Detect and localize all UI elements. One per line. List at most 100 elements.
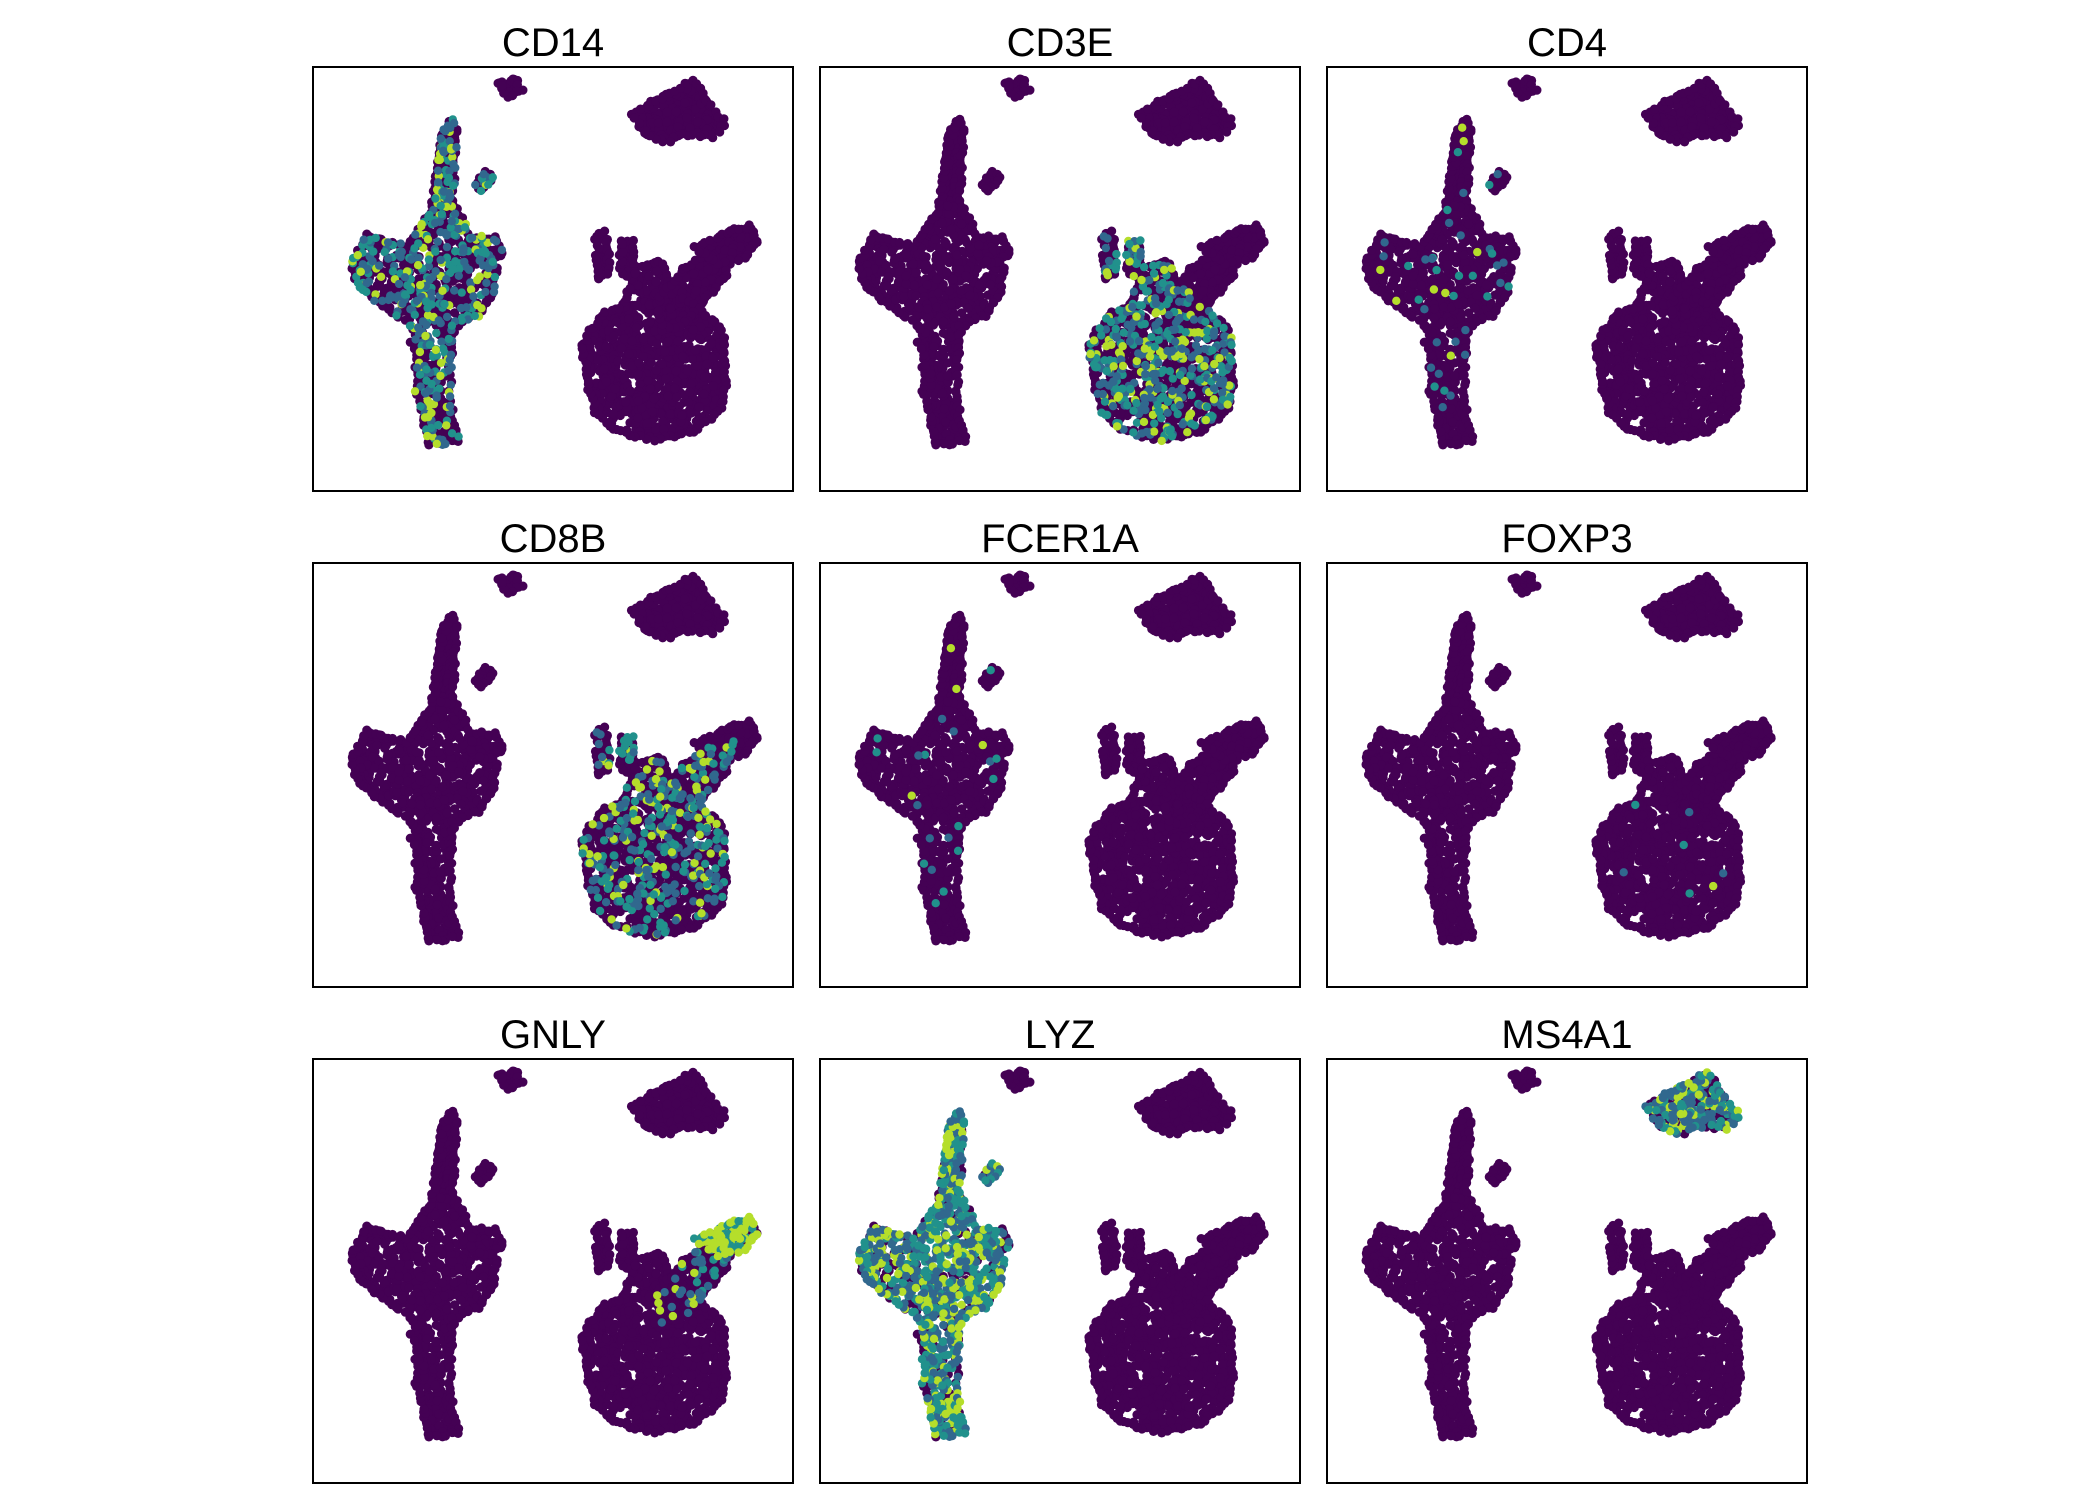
- expressing-cell-point: [422, 320, 431, 330]
- expressing-cell-point: [449, 181, 458, 190]
- cell-point: [935, 260, 946, 270]
- expressing-cell-point: [445, 355, 454, 364]
- cell-point: [693, 117, 703, 127]
- cell-point: [643, 376, 653, 386]
- expressing-cell-point: [440, 299, 449, 309]
- cell-point: [875, 256, 885, 266]
- cell-point: [699, 389, 709, 399]
- cell-point: [700, 311, 711, 321]
- expressing-cell-point: [411, 335, 420, 344]
- cell-point: [594, 341, 604, 351]
- cell-point: [629, 259, 639, 270]
- expressing-cell-point: [400, 290, 410, 299]
- cell-point: [628, 235, 638, 246]
- expressing-cell-point: [412, 296, 422, 305]
- expressing-cell-point: [436, 255, 445, 265]
- cell-point: [862, 260, 872, 270]
- expressing-cell-point: [442, 253, 452, 262]
- cell-point: [944, 209, 954, 219]
- expressing-cell-point: [392, 311, 401, 320]
- cell-point: [644, 300, 654, 310]
- panel-title: CD14: [312, 20, 794, 66]
- expressing-cell-point: [394, 250, 404, 259]
- cell-point: [705, 235, 715, 245]
- expressing-cell-point: [450, 286, 459, 295]
- expressing-cell-point: [383, 238, 393, 247]
- expressing-cell-point: [369, 247, 378, 256]
- expressing-cell-point: [416, 280, 425, 290]
- expressing-cell-point: [452, 143, 461, 152]
- cell-point: [633, 369, 643, 379]
- cell-point: [929, 342, 939, 352]
- expressing-cell-point: [464, 265, 474, 274]
- cell-point: [613, 356, 623, 366]
- expressing-cell-point: [359, 235, 368, 244]
- cell-point: [719, 114, 729, 124]
- expressing-cell-point: [449, 118, 459, 128]
- expressing-cell-point: [446, 380, 455, 390]
- cell-point: [630, 268, 640, 279]
- expressing-cell-point: [436, 371, 445, 381]
- cell-point: [600, 307, 610, 317]
- cell-point: [653, 118, 663, 128]
- cell-point: [965, 290, 975, 300]
- cell-point: [941, 417, 951, 427]
- cell-point: [744, 220, 754, 230]
- expressing-cell-point: [425, 210, 434, 220]
- cell-point: [450, 308, 460, 318]
- cell-point: [622, 293, 632, 303]
- cell-point: [600, 226, 610, 236]
- expressing-cell-point: [442, 312, 452, 322]
- cell-point: [708, 353, 718, 363]
- cell-point: [686, 408, 696, 418]
- cell-point: [686, 379, 696, 389]
- cell-point: [616, 426, 626, 436]
- cell-point: [617, 343, 627, 353]
- cell-point: [939, 404, 949, 414]
- cell-point: [946, 224, 956, 235]
- expressing-cell-point: [482, 278, 491, 288]
- cell-point: [893, 277, 903, 287]
- expressing-cell-point: [368, 257, 377, 266]
- cell-point: [901, 271, 911, 281]
- cell-point: [691, 286, 701, 296]
- cell-point: [614, 303, 624, 314]
- expressing-cell-point: [442, 275, 451, 284]
- expressing-cell-point: [410, 310, 419, 319]
- panel-title: CD3E: [819, 20, 1301, 66]
- cell-point: [642, 418, 652, 428]
- cell-point: [982, 272, 992, 282]
- cell-point: [657, 359, 667, 369]
- cell-point: [666, 346, 676, 356]
- cell-point: [672, 376, 682, 386]
- expressing-cell-point: [468, 233, 477, 242]
- expressing-cell-point: [484, 180, 493, 189]
- feature-panel-cd3e: CD3E: [819, 20, 1301, 492]
- cell-point: [692, 279, 702, 289]
- cell-point: [946, 331, 957, 342]
- expressing-cell-point: [456, 303, 466, 313]
- expressing-cell-point: [423, 303, 432, 313]
- expressing-cell-point: [394, 279, 404, 289]
- cell-point: [937, 218, 947, 228]
- expressing-cells: [348, 115, 507, 449]
- expressing-cell-point: [492, 237, 501, 246]
- cell-point: [631, 323, 642, 333]
- cell-point: [582, 359, 592, 369]
- cell-point: [941, 238, 951, 249]
- expressing-cell-point: [412, 363, 422, 372]
- expressing-cell-point: [481, 287, 490, 297]
- expressing-cell-point: [442, 242, 452, 252]
- expressing-cell-point: [475, 256, 484, 265]
- cell-point: [920, 260, 930, 270]
- cell-point: [651, 424, 661, 434]
- expressing-cell-point: [466, 285, 476, 294]
- cell-point: [922, 313, 932, 323]
- expressing-cell-point: [433, 166, 443, 175]
- cell-point: [952, 250, 962, 260]
- expressing-cell-point: [477, 231, 486, 241]
- expressing-cell-point: [413, 261, 423, 270]
- cell-point: [939, 302, 950, 312]
- cell-point: [694, 402, 704, 412]
